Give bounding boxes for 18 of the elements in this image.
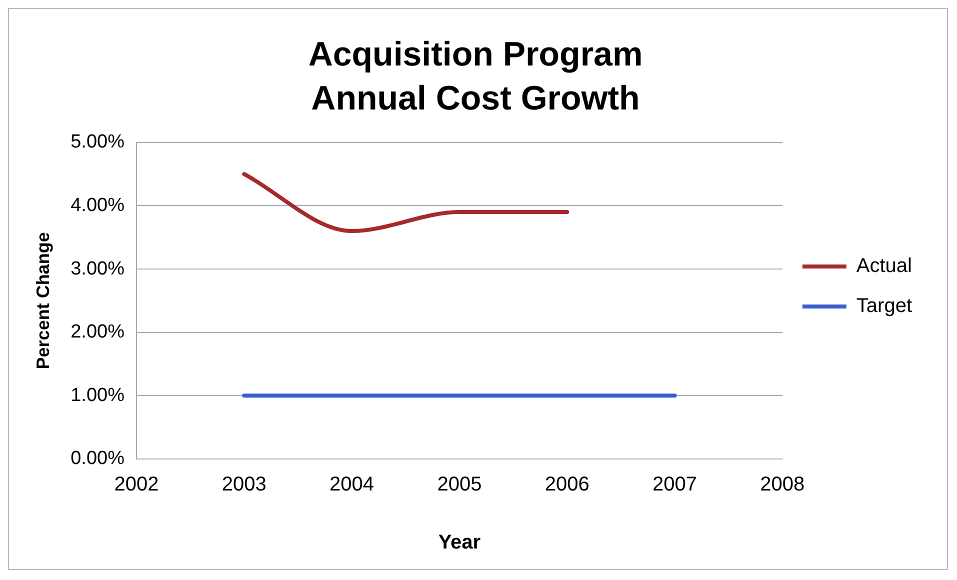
- x-tick-label: 2006: [544, 474, 590, 496]
- chart-title: Acquisition Program Annual Cost Growth: [308, 35, 643, 118]
- legend-label: Target: [856, 295, 912, 318]
- x-tick-label: 2004: [330, 474, 374, 496]
- y-tick-label: 5.00%: [70, 132, 125, 153]
- x-axis-title: Year: [438, 532, 481, 554]
- y-tick-label: 1.00%: [70, 384, 125, 406]
- y-tick-label: 3.00%: [70, 258, 125, 280]
- y-tick-label: 4.00%: [70, 194, 125, 216]
- x-tick-label: 2008: [760, 474, 805, 496]
- legend-label: Actual: [856, 255, 912, 278]
- x-tick-label: 2005: [437, 474, 482, 496]
- x-tick-label: 2003: [222, 474, 266, 496]
- y-axis-title: Percent Change: [32, 232, 53, 370]
- x-tick-label: 2002: [114, 474, 159, 496]
- y-tick-label: 2.00%: [70, 322, 125, 343]
- y-tick-label: 0.00%: [70, 448, 125, 470]
- x-tick-label: 2007: [652, 474, 698, 496]
